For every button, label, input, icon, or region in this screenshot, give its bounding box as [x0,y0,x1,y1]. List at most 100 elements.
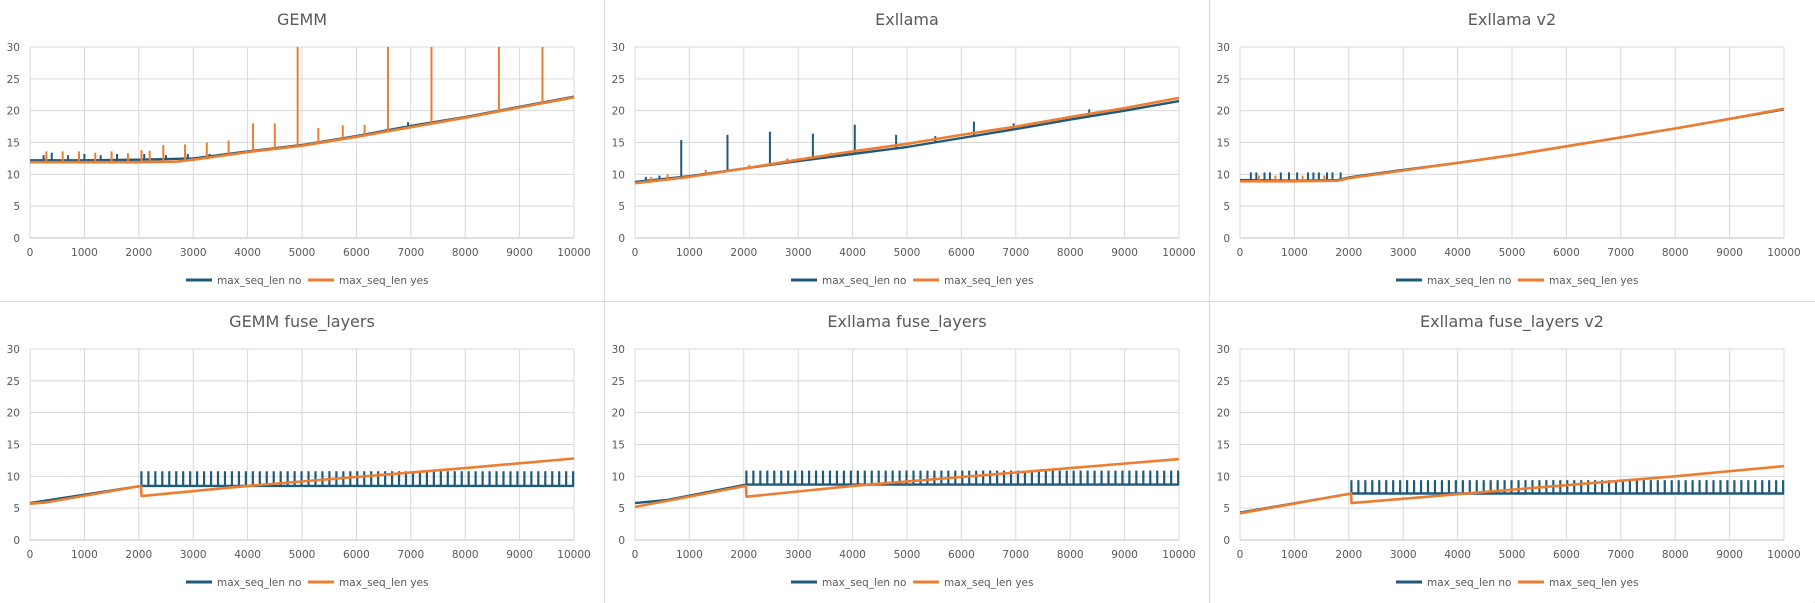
x-tick-label: 3000 [180,247,207,259]
y-tick-label: 15 [612,440,625,452]
y-tick-label: 15 [612,138,625,150]
chart-title: Exllama v2 [1468,10,1556,29]
legend-label: max_seq_len yes [944,275,1034,287]
legend: max_seq_len no max_seq_len yes [791,577,1034,589]
y-tick-label: 0 [618,233,625,245]
legend-label: max_seq_len no [1427,577,1511,589]
x-tick-label: 1000 [676,247,703,259]
x-tick-label: 4000 [1444,247,1471,259]
chart-svg: GEMM fuse_layers 0 5 10 15 20 25 30 0 1000 2000 300… [7,312,591,589]
x-tick-label: 10000 [1162,247,1195,259]
x-tick-label: 8000 [452,247,479,259]
series-yes [1240,107,1785,183]
x-tick-label: 10000 [1767,549,1800,561]
x-tick-label: 0 [27,549,34,561]
chart-panel: Exllama 0 5 10 15 20 25 30 0 1000 2000 3000 4000 5000… [605,0,1209,301]
legend-label: max_seq_len no [822,275,906,287]
y-tick-label: 20 [612,408,625,420]
series-line [30,96,575,164]
y-tick-label: 0 [1223,233,1230,245]
series-yes [634,96,1180,185]
x-tick-label: 6000 [1553,247,1580,259]
legend-label: max_seq_len no [217,577,301,589]
x-tick-label: 4000 [839,247,866,259]
series-yes [1239,464,1785,515]
x-tick-label: 5000 [1499,247,1526,259]
x-tick-label: 7000 [1002,549,1029,561]
chart-svg: Exllama v2 0 5 10 15 20 25 30 0 1000 2000 3000 4000 5… [1217,10,1801,287]
legend: max_seq_len no max_seq_len yes [1396,577,1639,589]
x-tick-label: 9000 [1111,247,1138,259]
x-tick-label: 8000 [1057,549,1084,561]
y-tick-label: 15 [1217,440,1230,452]
x-tick-label: 2000 [125,549,152,561]
chart-panel: Exllama fuse_layers 0 5 10 15 20 25 30 0 1000 2000… [605,302,1209,603]
x-tick-label: 7000 [397,549,424,561]
y-tick-label: 0 [1223,535,1230,547]
x-tick-label: 0 [27,247,34,259]
y-tick-label: 0 [618,535,625,547]
chart-panel: Exllama fuse_layers v2 0 5 10 15 20 25 30 0 1000 2… [1210,302,1814,603]
x-tick-label: 2000 [1335,247,1362,259]
x-tick-label: 5000 [894,247,921,259]
x-tick-label: 6000 [343,247,370,259]
y-tick-label: 20 [7,408,20,420]
x-tick-label: 9000 [1716,549,1743,561]
y-tick-label: 30 [612,42,625,54]
y-tick-label: 5 [13,201,20,213]
y-tick-label: 0 [13,233,20,245]
x-tick-label: 2000 [730,247,757,259]
y-tick-label: 10 [1217,169,1230,181]
y-tick-label: 25 [7,376,20,388]
chart-title: Exllama fuse_layers [827,312,986,332]
x-tick-label: 4000 [839,549,866,561]
chart-title: GEMM [277,10,327,29]
x-tick-label: 0 [1237,247,1244,259]
y-tick-label: 15 [1217,138,1230,150]
y-tick-label: 20 [7,106,20,118]
x-tick-label: 1000 [1281,549,1308,561]
x-tick-label: 6000 [343,549,370,561]
y-tick-label: 25 [7,74,20,86]
x-tick-label: 2000 [1335,549,1362,561]
y-tick-label: 5 [618,503,625,515]
x-tick-label: 9000 [1111,549,1138,561]
y-tick-label: 0 [13,535,20,547]
y-tick-label: 10 [7,169,20,181]
y-tick-label: 20 [1217,408,1230,420]
x-tick-label: 4000 [1444,549,1471,561]
x-tick-label: 2000 [730,549,757,561]
y-tick-label: 25 [1217,74,1230,86]
x-tick-label: 0 [1237,549,1244,561]
x-tick-label: 7000 [1607,549,1634,561]
x-tick-label: 10000 [1767,247,1800,259]
x-tick-label: 1000 [676,549,703,561]
x-tick-label: 9000 [506,247,533,259]
x-tick-label: 5000 [289,549,316,561]
x-tick-label: 6000 [948,247,975,259]
series-yes [29,457,575,505]
y-tick-label: 5 [13,503,20,515]
legend-label: max_seq_len yes [339,577,429,589]
y-tick-label: 30 [1217,42,1230,54]
y-tick-label: 25 [612,376,625,388]
x-tick-label: 5000 [289,247,316,259]
x-tick-label: 6000 [1553,549,1580,561]
series-yes [30,47,575,164]
x-tick-label: 1000 [1281,247,1308,259]
x-tick-label: 9000 [1716,247,1743,259]
y-tick-label: 10 [612,471,625,483]
x-tick-label: 3000 [785,247,812,259]
x-tick-label: 8000 [1662,549,1689,561]
x-tick-label: 3000 [1390,549,1417,561]
x-tick-label: 7000 [1607,247,1634,259]
x-tick-label: 5000 [894,549,921,561]
x-tick-label: 7000 [1002,247,1029,259]
y-tick-label: 15 [7,138,20,150]
x-tick-label: 3000 [785,549,812,561]
y-tick-label: 5 [1223,201,1230,213]
legend: max_seq_len no max_seq_len yes [1396,275,1639,287]
legend-label: max_seq_len no [217,275,301,287]
chart-svg: Exllama 0 5 10 15 20 25 30 0 1000 2000 3000 4000 5000… [612,10,1196,287]
